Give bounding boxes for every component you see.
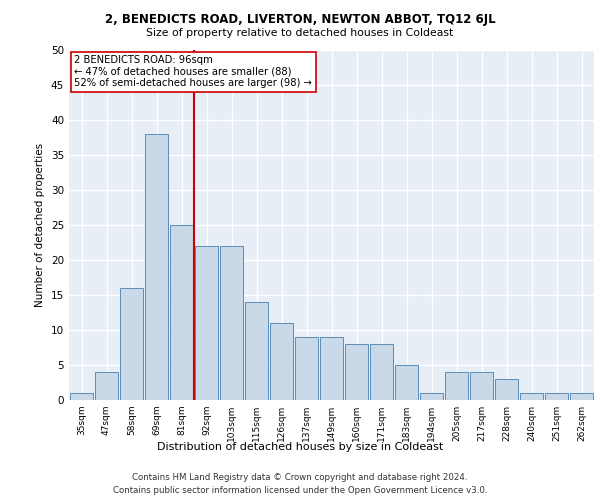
Bar [70,393,94,400]
Bar [194,246,218,400]
Bar [445,372,469,400]
Bar [569,393,593,400]
Bar [419,393,443,400]
Text: Distribution of detached houses by size in Coldeast: Distribution of detached houses by size … [157,442,443,452]
Bar [119,288,143,400]
Bar [520,393,544,400]
Bar [344,344,368,400]
Bar [370,344,394,400]
Y-axis label: Number of detached properties: Number of detached properties [35,143,46,307]
Bar [145,134,169,400]
Bar [95,372,118,400]
Bar [220,246,244,400]
Bar [320,337,343,400]
Bar [170,225,193,400]
Bar [295,337,319,400]
Text: 2, BENEDICTS ROAD, LIVERTON, NEWTON ABBOT, TQ12 6JL: 2, BENEDICTS ROAD, LIVERTON, NEWTON ABBO… [104,12,496,26]
Bar [395,365,418,400]
Text: Size of property relative to detached houses in Coldeast: Size of property relative to detached ho… [146,28,454,38]
Text: Contains HM Land Registry data © Crown copyright and database right 2024.: Contains HM Land Registry data © Crown c… [132,472,468,482]
Bar [245,302,268,400]
Text: Contains public sector information licensed under the Open Government Licence v3: Contains public sector information licen… [113,486,487,495]
Bar [470,372,493,400]
Bar [545,393,568,400]
Bar [269,323,293,400]
Text: 2 BENEDICTS ROAD: 96sqm
← 47% of detached houses are smaller (88)
52% of semi-de: 2 BENEDICTS ROAD: 96sqm ← 47% of detache… [74,56,312,88]
Bar [494,379,518,400]
